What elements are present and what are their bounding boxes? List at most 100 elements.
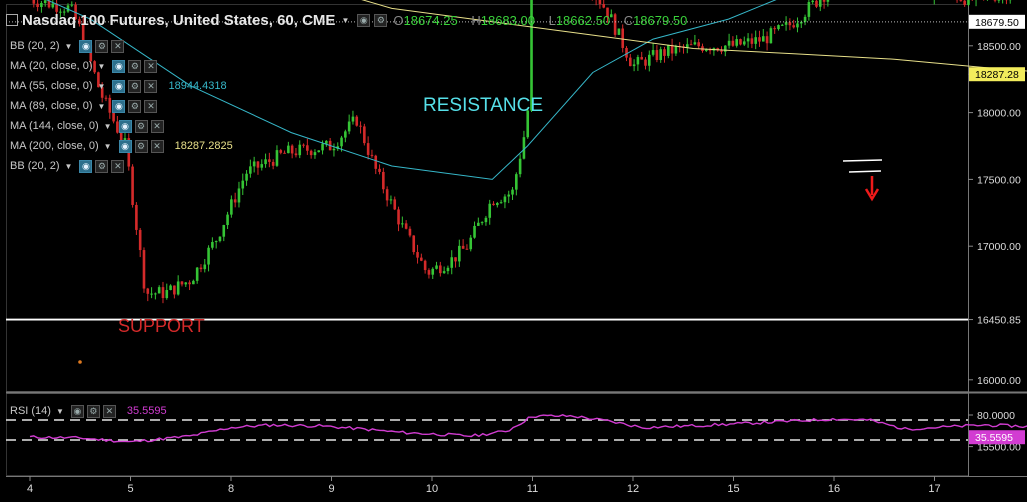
- support-label[interactable]: SUPPORT: [118, 316, 205, 336]
- candle-body: [237, 188, 241, 203]
- gear-icon[interactable]: ⚙: [95, 159, 109, 173]
- collapse-icon[interactable]: [6, 14, 18, 26]
- indicator-label[interactable]: MA (144, close, 0): [10, 120, 99, 132]
- candle-body: [792, 25, 795, 28]
- time-tick-label: 17: [928, 483, 940, 495]
- candle-body: [268, 159, 271, 162]
- candle-body: [131, 166, 134, 205]
- close-icon[interactable]: ✕: [144, 59, 158, 73]
- candle-body: [355, 116, 359, 126]
- chevron-down-icon[interactable]: ▼: [103, 141, 112, 151]
- close-icon[interactable]: ✕: [102, 404, 116, 418]
- close-icon[interactable]: ✕: [111, 39, 125, 53]
- candle-body: [704, 49, 708, 51]
- close-icon[interactable]: ✕: [150, 119, 164, 133]
- gear-icon[interactable]: ⚙: [95, 39, 109, 53]
- eye-icon[interactable]: ◉: [79, 39, 93, 53]
- indicator-label[interactable]: MA (55, close, 0): [10, 80, 93, 92]
- candle-body: [822, 0, 826, 2]
- gear-icon[interactable]: ⚙: [128, 79, 142, 93]
- candle-body: [382, 171, 385, 190]
- candle-body: [36, 3, 39, 8]
- symbol-title[interactable]: Nasdaq 100 Futures, United States, 60, C…: [22, 11, 336, 29]
- indicator-legend-bb-bottom[interactable]: BB (20, 2) ▼ ◉ ⚙ ✕: [10, 158, 125, 174]
- ohlc-high-key: H: [471, 12, 481, 28]
- gear-icon[interactable]: ⚙: [128, 59, 142, 73]
- candle-body: [640, 57, 644, 60]
- candle-body: [674, 46, 678, 54]
- candle-body: [727, 40, 731, 46]
- candle-body: [442, 271, 446, 274]
- rsi-label[interactable]: RSI (14): [10, 405, 51, 417]
- chevron-down-icon[interactable]: ▼: [103, 121, 112, 131]
- candle-body: [176, 281, 180, 295]
- gear-icon[interactable]: ⚙: [134, 139, 148, 153]
- candle-body: [659, 49, 662, 61]
- candle-body: [807, 2, 811, 17]
- chevron-down-icon[interactable]: ▼: [64, 161, 73, 171]
- close-icon[interactable]: ✕: [144, 99, 158, 113]
- candle-body: [112, 112, 115, 122]
- candle-body: [59, 11, 62, 13]
- eye-icon[interactable]: ◉: [118, 119, 132, 133]
- indicator-label[interactable]: BB (20, 2): [10, 40, 60, 52]
- candle-body: [636, 57, 640, 65]
- candle-body: [211, 242, 214, 248]
- indicator-label[interactable]: MA (200, close, 0): [10, 140, 99, 152]
- chevron-down-icon[interactable]: ▼: [55, 406, 64, 416]
- candle-body: [157, 287, 161, 294]
- indicator-legend-ma55[interactable]: MA (55, close, 0) ▼ ◉ ⚙ ✕ 18944.4318: [10, 78, 227, 94]
- close-icon[interactable]: ✕: [144, 79, 158, 93]
- indicator-label[interactable]: MA (89, close, 0): [10, 100, 93, 112]
- candle-body: [374, 155, 378, 169]
- chevron-down-icon[interactable]: ▼: [97, 61, 106, 71]
- candle-body: [397, 209, 400, 225]
- eye-icon[interactable]: ◉: [118, 139, 132, 153]
- close-icon[interactable]: ✕: [150, 139, 164, 153]
- candle-body: [74, 4, 77, 20]
- time-tick-label: 8: [228, 483, 234, 495]
- eye-icon[interactable]: ◉: [357, 13, 371, 27]
- candle-body: [458, 245, 461, 262]
- eye-icon[interactable]: ◉: [112, 79, 126, 93]
- candle-body: [655, 50, 659, 61]
- candle-body: [230, 199, 233, 215]
- eye-icon[interactable]: ◉: [112, 59, 126, 73]
- chevron-down-icon[interactable]: ▼: [64, 41, 73, 51]
- chevron-down-icon[interactable]: ▼: [97, 81, 106, 91]
- candle-body: [283, 152, 286, 154]
- indicator-legend-ma89[interactable]: MA (89, close, 0) ▼ ◉ ⚙ ✕: [10, 98, 158, 114]
- gear-icon[interactable]: ⚙: [374, 13, 388, 27]
- rsi-legend[interactable]: RSI (14) ▼ ◉ ⚙ ✕ 35.5595: [10, 403, 167, 419]
- candle-body: [606, 7, 609, 18]
- indicator-legend-ma20[interactable]: MA (20, close, 0) ▼ ◉ ⚙ ✕: [10, 58, 158, 74]
- chevron-down-icon[interactable]: ▼: [341, 15, 350, 25]
- indicator-legend-ma200[interactable]: MA (200, close, 0) ▼ ◉ ⚙ ✕ 18287.2825: [10, 138, 233, 154]
- time-tick-label: 9: [328, 483, 334, 495]
- resistance-label[interactable]: RESISTANCE: [423, 95, 543, 116]
- symbol-header: Nasdaq 100 Futures, United States, 60, C…: [6, 10, 697, 30]
- indicator-legend-ma144[interactable]: MA (144, close, 0) ▼ ◉ ⚙ ✕: [10, 118, 164, 134]
- candle-body: [389, 199, 393, 201]
- eye-icon[interactable]: ◉: [112, 99, 126, 113]
- gear-icon[interactable]: ⚙: [134, 119, 148, 133]
- gear-icon[interactable]: ⚙: [86, 404, 100, 418]
- candle-body: [165, 290, 169, 299]
- candle-body: [670, 44, 674, 54]
- close-icon[interactable]: ✕: [111, 159, 125, 173]
- price-pane[interactable]: [6, 4, 969, 392]
- eye-icon[interactable]: ◉: [79, 159, 93, 173]
- gear-icon[interactable]: ⚙: [128, 99, 142, 113]
- indicator-label[interactable]: BB (20, 2): [10, 160, 60, 172]
- down-arrow-annotation[interactable]: [842, 159, 883, 202]
- indicator-label[interactable]: MA (20, close, 0): [10, 60, 93, 72]
- candle-body: [427, 270, 431, 275]
- candle-body: [199, 267, 203, 270]
- eye-icon[interactable]: ◉: [70, 404, 84, 418]
- chevron-down-icon[interactable]: ▼: [97, 101, 106, 111]
- candle-body: [461, 245, 465, 249]
- indicator-legend-bb-top[interactable]: BB (20, 2) ▼ ◉ ⚙ ✕: [10, 38, 125, 54]
- candle-body: [431, 268, 435, 275]
- candle-body: [302, 144, 305, 146]
